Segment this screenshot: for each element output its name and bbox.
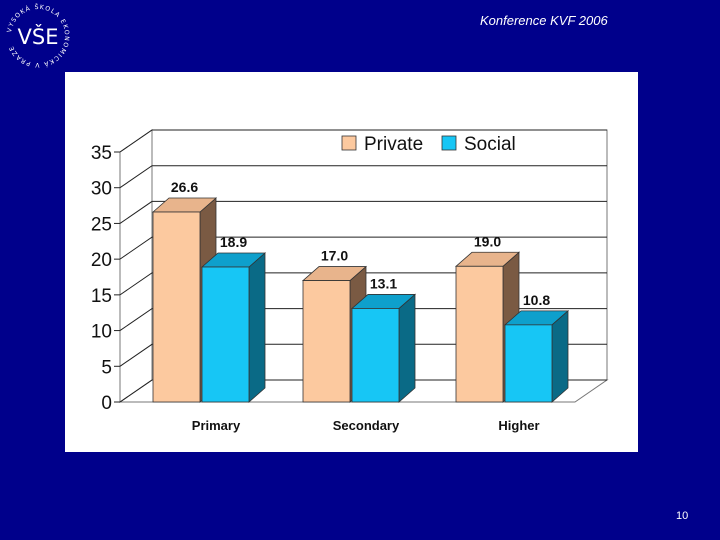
- gridline: [119, 200, 607, 224]
- legend-swatch-private: [341, 135, 357, 151]
- x-tick-label-higher: Higher: [498, 418, 539, 433]
- data-label-social-secondary: 13.1: [370, 275, 397, 291]
- y-tick-label: 20: [91, 250, 112, 271]
- bar-chart: 0 5 10 15 20 25 30 35 26.6 18.9 Primary 17.0 13.1 Sec…: [91, 129, 609, 433]
- y-tick-label: 0: [101, 393, 112, 414]
- data-label-private-higher: 19.0: [474, 233, 501, 249]
- chart-panel: 0 5 10 15 20 25 30 35 26.6 18.9 Primary 17.0 13.1 Sec…: [65, 72, 638, 452]
- data-label-private-secondary: 17.0: [321, 248, 348, 264]
- x-tick-label-primary: Primary: [192, 418, 241, 433]
- bar-social-secondary: [351, 308, 400, 403]
- vse-logo: VYSOKÁ ŠKOLA EKONOMICKÁ V PRAZE VŠE: [6, 2, 69, 70]
- logo-text: VŠE: [18, 24, 59, 49]
- y-tick-label: 25: [91, 214, 112, 235]
- gridline: [119, 343, 607, 367]
- gridline: [119, 272, 607, 296]
- chart-legend: Private Social: [341, 134, 516, 155]
- gridline: [119, 308, 607, 331]
- data-label-social-primary: 18.9: [220, 234, 247, 250]
- y-tick-label: 10: [91, 322, 112, 343]
- y-tick-label: 5: [101, 357, 112, 378]
- gridline: [119, 129, 607, 153]
- bar-private-higher: [455, 265, 504, 403]
- gridline: [119, 165, 607, 189]
- bar-private-secondary: [302, 280, 351, 403]
- y-tick-label: 35: [91, 143, 112, 164]
- legend-label-social: Social: [464, 134, 516, 155]
- x-tick-label-secondary: Secondary: [333, 418, 400, 433]
- bar-side-social-secondary: [398, 293, 416, 403]
- bar-private-primary: [152, 211, 201, 403]
- bar-side-social-higher: [551, 309, 569, 403]
- chart-side-wall: [119, 129, 153, 403]
- legend-swatch-social: [441, 135, 457, 151]
- bar-side-social-primary: [248, 252, 266, 403]
- y-tick-label: 30: [91, 179, 112, 200]
- bar-social-higher: [504, 324, 553, 403]
- y-tick-label: 15: [91, 286, 112, 307]
- data-label-private-primary: 26.6: [171, 179, 198, 195]
- bar-social-primary: [201, 266, 250, 403]
- legend-label-private: Private: [364, 134, 423, 155]
- page-number: 10: [676, 510, 689, 522]
- gridline: [119, 379, 607, 403]
- data-label-social-higher: 10.8: [523, 292, 550, 308]
- conference-title: Konference KVF 2006: [480, 13, 608, 28]
- gridline: [119, 236, 607, 260]
